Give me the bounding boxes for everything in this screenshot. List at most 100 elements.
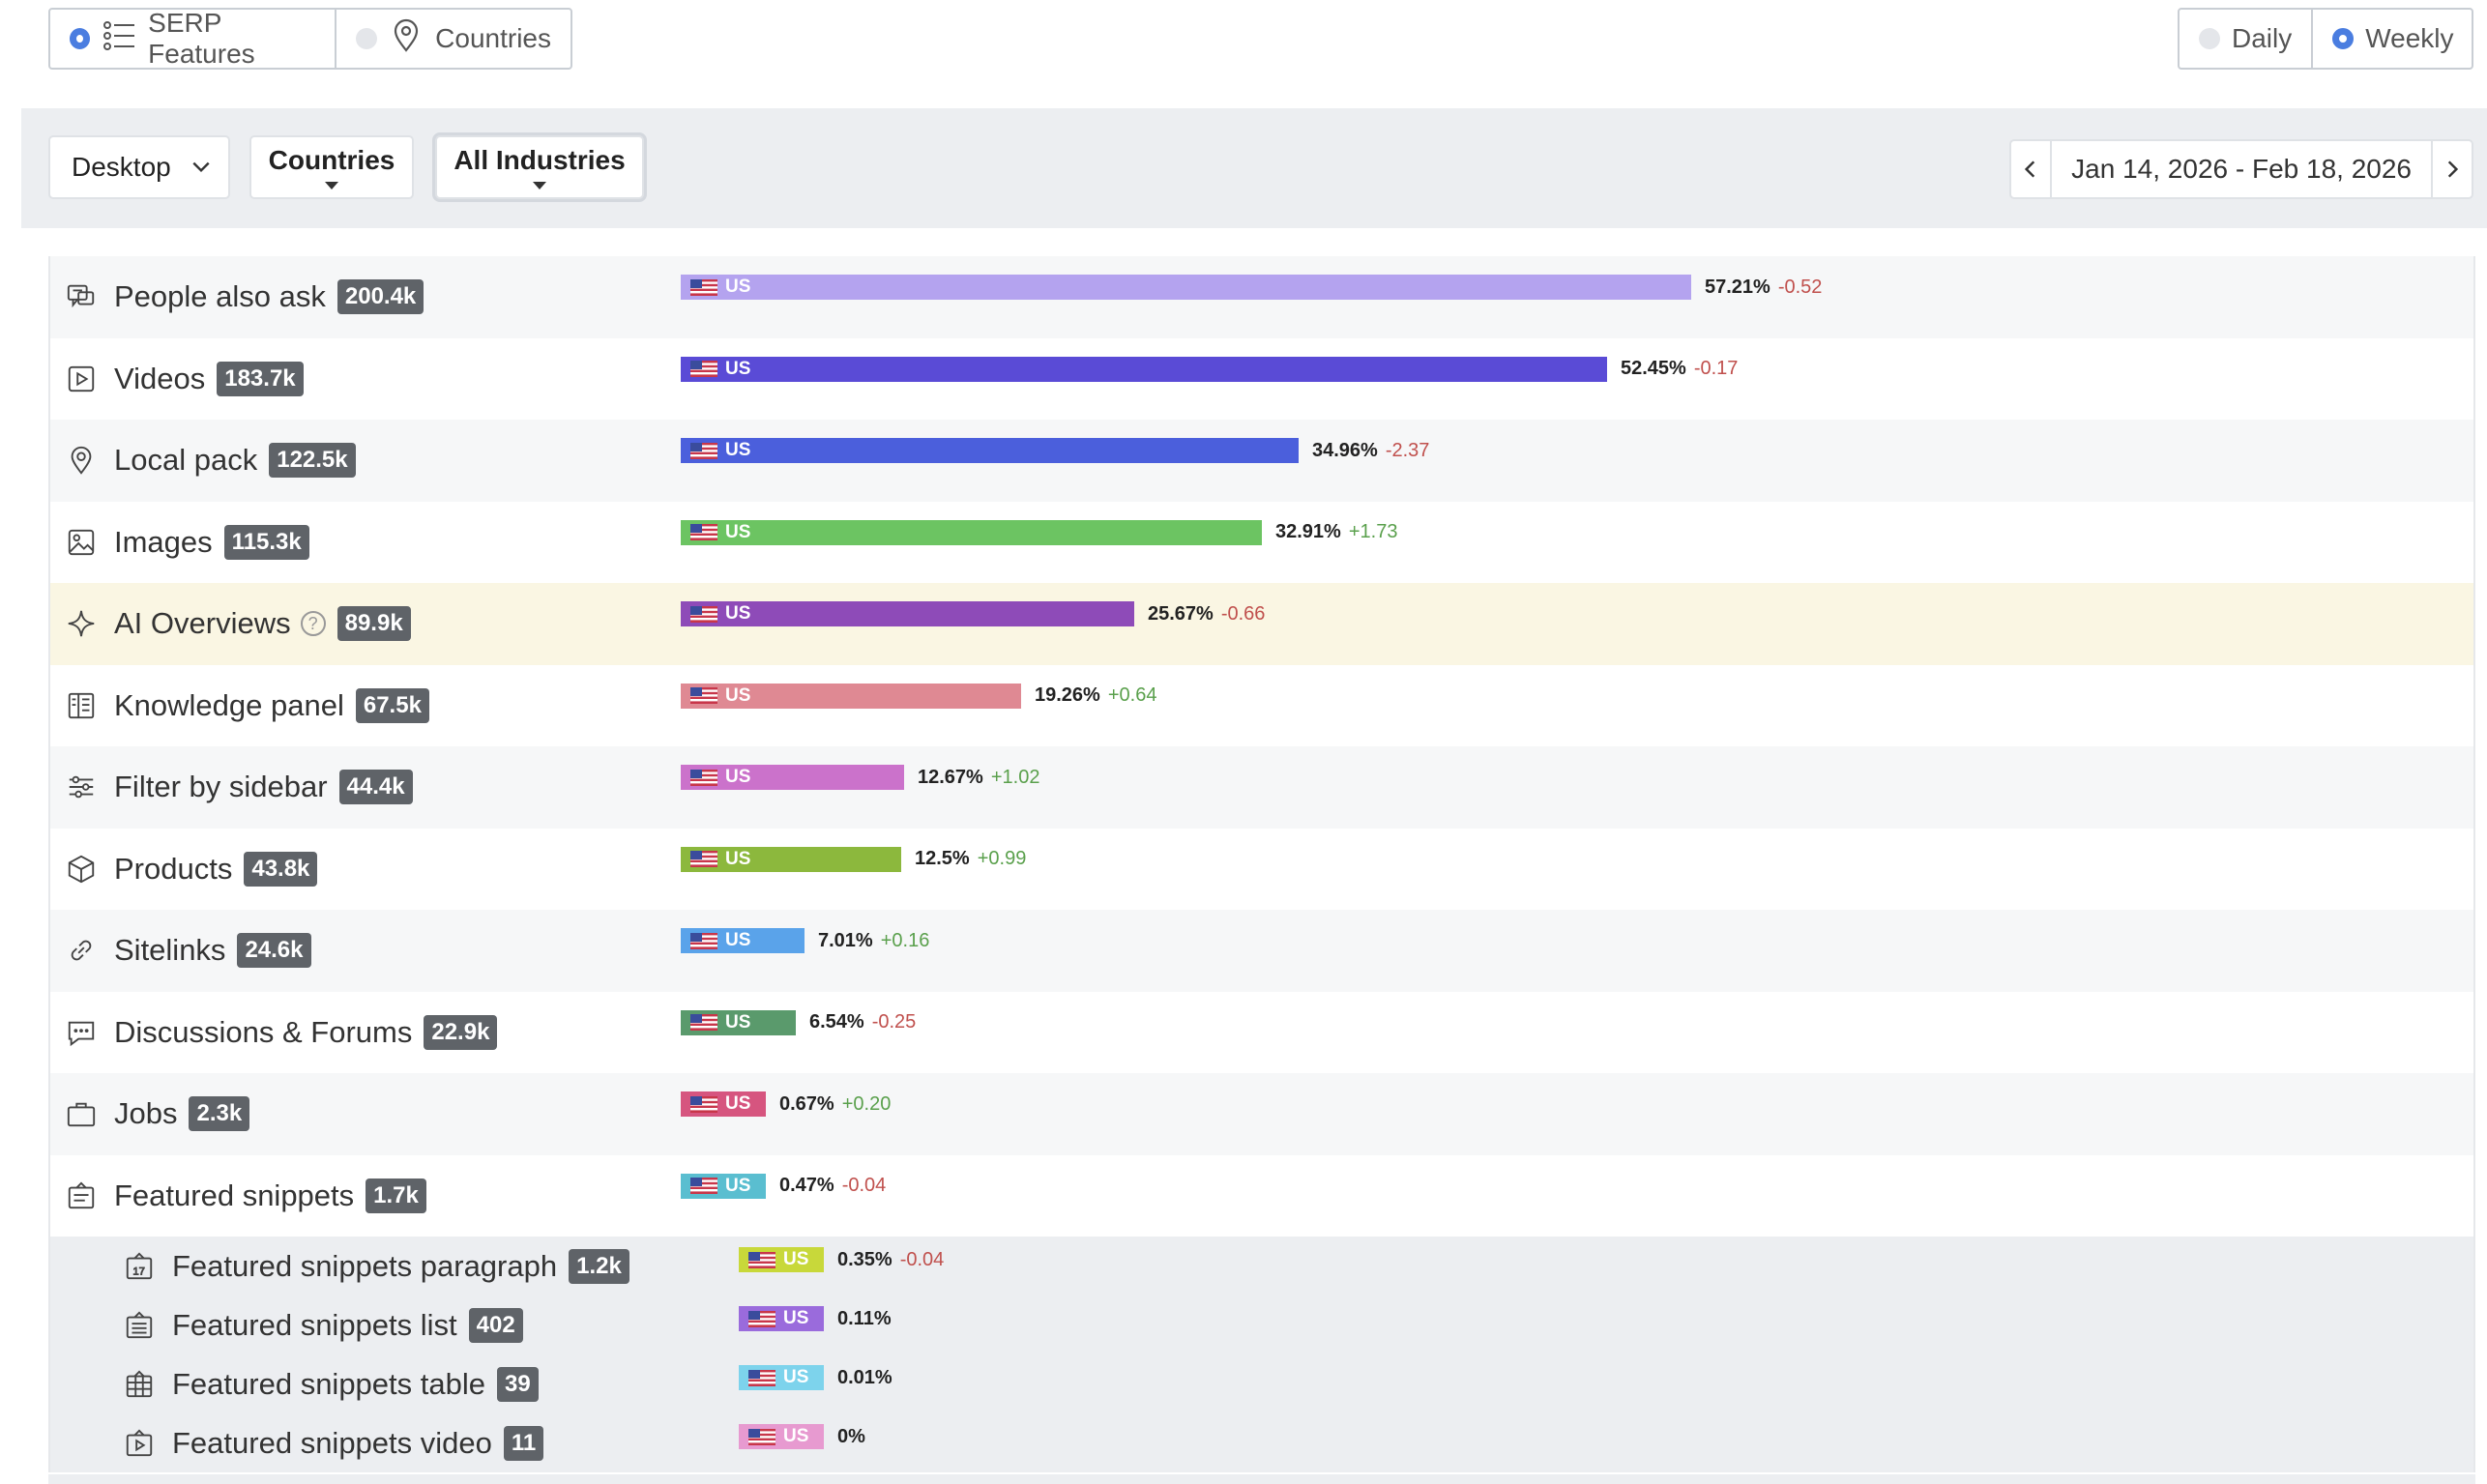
industries-label: All Industries — [454, 145, 626, 175]
share-bar[interactable]: US — [681, 1173, 766, 1199]
countries-option[interactable]: Countries — [335, 10, 571, 68]
feature-count-badge: 200.4k — [336, 279, 424, 315]
country-code: US — [725, 767, 751, 787]
feature-count-badge: 89.9k — [336, 606, 411, 642]
device-dropdown[interactable]: Desktop — [48, 135, 230, 199]
feature-name: Featured snippets video — [172, 1425, 492, 1460]
radio-unselected-icon — [356, 28, 378, 49]
feature-count-badge: 122.5k — [269, 443, 356, 479]
share-bar[interactable]: US — [681, 438, 1299, 463]
share-bar[interactable]: US — [681, 601, 1134, 626]
share-bar[interactable]: US — [681, 846, 901, 872]
share-bar-group: US 34.96% -2.37 — [681, 437, 1429, 464]
share-change: +1.02 — [990, 766, 1040, 788]
feature-row[interactable]: Local pack 122.5k US 34.96% -2.37 — [50, 420, 2473, 502]
sub-feature-row[interactable]: Featured snippets table 39 US 0.01% — [50, 1354, 2473, 1413]
country-code: US — [725, 440, 751, 460]
feature-label: Sitelinks 24.6k — [66, 933, 311, 969]
feature-row[interactable]: AI Overviews? 89.9k US 25.67% -0.66 — [50, 583, 2473, 665]
countries-label: Countries — [268, 145, 395, 175]
filter-bar: Desktop Countries All Industries Jan 14,… — [21, 108, 2487, 228]
date-range-label[interactable]: Jan 14, 2026 - Feb 18, 2026 — [2071, 154, 2412, 184]
share-bar[interactable]: US — [739, 1365, 824, 1390]
feature-label: Products 43.8k — [66, 851, 318, 887]
share-change: -0.25 — [871, 1011, 917, 1033]
feature-name: Local pack — [114, 443, 258, 478]
feature-name: Discussions & Forums — [114, 1014, 413, 1049]
svg-text:17: 17 — [132, 1266, 145, 1277]
share-change: -0.52 — [1777, 276, 1823, 298]
share-bar-group: US 12.67% +1.02 — [681, 764, 1039, 791]
share-bar[interactable]: US — [681, 275, 1691, 300]
us-flag-icon — [748, 1369, 775, 1386]
share-bar[interactable]: US — [681, 765, 904, 790]
feature-row[interactable]: Jobs 2.3k US 0.67% +0.20 — [50, 1073, 2473, 1155]
share-bar-group: US 57.21% -0.52 — [681, 274, 1822, 301]
briefcase-icon — [67, 1102, 96, 1127]
share-change: -0.04 — [841, 1175, 887, 1196]
country-code: US — [725, 358, 751, 379]
featured-snippet-list-icon — [126, 1310, 153, 1338]
share-bar-group: US 0.67% +0.20 — [681, 1091, 891, 1118]
previous-period-button[interactable] — [2011, 141, 2053, 197]
serp-features-list: People also ask 200.4k US 57.21% -0.52 Videos… — [48, 256, 2475, 1472]
filter-sliders-icon — [69, 775, 94, 799]
share-percentage: 6.54% — [809, 1011, 864, 1033]
feature-row[interactable]: Filter by sidebar 44.4k US 12.67% +1.02 — [50, 746, 2473, 829]
feature-row[interactable]: Sitelinks 24.6k US 7.01% +0.16 — [50, 910, 2473, 992]
country-code: US — [725, 848, 751, 869]
feature-row[interactable]: Images 115.3k US 32.91% +1.73 — [50, 502, 2473, 584]
countries-dropdown[interactable]: Countries — [249, 135, 414, 199]
feature-row[interactable]: Featured snippets 1.7k US 0.47% -0.04 — [50, 1155, 2473, 1237]
share-bar[interactable]: US — [681, 928, 805, 953]
feature-row[interactable]: People also ask 200.4k US 57.21% -0.52 — [50, 256, 2473, 338]
share-bar[interactable]: US — [681, 683, 1021, 709]
us-flag-icon — [748, 1428, 775, 1445]
weekly-option[interactable]: Weekly — [2311, 10, 2472, 68]
feature-label: Jobs 2.3k — [66, 1096, 250, 1132]
feature-count-badge: 43.8k — [244, 851, 318, 887]
share-bar[interactable]: US — [739, 1424, 824, 1449]
feature-row[interactable]: Videos 183.7k US 52.45% -0.17 — [50, 338, 2473, 421]
feature-row[interactable]: Products 43.8k US 12.5% +0.99 — [50, 829, 2473, 911]
sub-feature-row[interactable]: Featured snippets list 402 US 0.11% — [50, 1295, 2473, 1354]
feature-row[interactable]: Discussions & Forums 22.9k US 6.54% -0.25 — [50, 992, 2473, 1074]
share-bar[interactable]: US — [681, 356, 1607, 382]
share-bar-group: US 0.11% — [739, 1305, 892, 1332]
share-bar-group: US 32.91% +1.73 — [681, 519, 1397, 546]
device-label: Desktop — [72, 152, 171, 182]
feature-name: Products — [114, 851, 233, 886]
share-bar[interactable]: US — [681, 1009, 796, 1035]
share-percentage: 19.26% — [1035, 684, 1100, 706]
sub-feature-row[interactable]: 17 Featured snippets paragraph 1.2k US 0.35%… — [50, 1237, 2473, 1295]
share-bar[interactable]: US — [681, 519, 1262, 545]
weekly-label: Weekly — [2365, 23, 2454, 53]
share-bar-group: US 25.67% -0.66 — [681, 600, 1265, 627]
feature-name: Knowledge panel — [114, 687, 344, 722]
serp-features-option[interactable]: SERP Features — [50, 8, 335, 69]
feature-label: AI Overviews? 89.9k — [66, 606, 411, 642]
us-flag-icon — [690, 932, 717, 949]
view-toggle: SERP Features Countries — [48, 8, 572, 70]
feature-count-badge: 11 — [503, 1425, 544, 1461]
help-icon[interactable]: ? — [300, 611, 326, 637]
feature-row[interactable]: Knowledge panel 67.5k US 19.26% +0.64 — [50, 665, 2473, 747]
share-bar[interactable]: US — [739, 1306, 824, 1331]
chevron-down-icon — [192, 161, 210, 173]
feature-count-badge: 1.7k — [366, 1178, 426, 1213]
feature-label: Knowledge panel 67.5k — [66, 687, 429, 723]
share-bar[interactable]: US — [681, 1091, 766, 1117]
share-bar[interactable]: US — [739, 1247, 824, 1272]
daily-option[interactable]: Daily — [2180, 10, 2311, 68]
us-flag-icon — [690, 442, 717, 459]
country-code: US — [725, 1093, 751, 1114]
next-period-button[interactable] — [2431, 141, 2472, 197]
feature-label: Featured snippets table 39 — [124, 1366, 539, 1402]
share-percentage: 25.67% — [1148, 602, 1214, 625]
share-bar-group: US 0.47% -0.04 — [681, 1173, 886, 1200]
share-bar-group: US 52.45% -0.17 — [681, 356, 1738, 383]
us-flag-icon — [690, 361, 717, 377]
sub-feature-row[interactable]: Featured snippets video 11 US 0% — [50, 1413, 2473, 1472]
caret-down-icon — [533, 182, 546, 189]
industries-dropdown[interactable]: All Industries — [435, 135, 644, 199]
